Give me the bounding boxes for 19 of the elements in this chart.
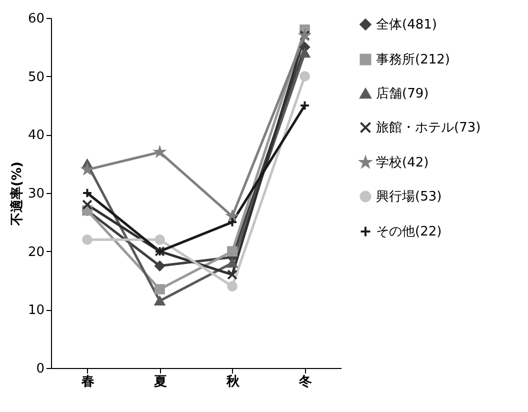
- y-tick-label: 10: [28, 303, 44, 318]
- legend-label: 興行場(53): [376, 190, 442, 204]
- x-tick-label: 夏: [152, 374, 167, 390]
- x-tick-label: 秋: [225, 374, 240, 390]
- y-tick-label: 40: [28, 128, 44, 144]
- y-axis-title: 不適率(%): [8, 162, 25, 226]
- legend-label: 店舗(79): [376, 86, 429, 102]
- y-tick-label: 50: [28, 70, 44, 85]
- x-tick-label: 冬: [298, 374, 312, 390]
- y-tick-label: 30: [28, 186, 44, 202]
- y-tick-label: 0: [36, 362, 44, 376]
- y-tick-label: 60: [28, 12, 44, 26]
- legend-label: その他(22): [376, 224, 442, 240]
- legend-label: 事務所(212): [376, 52, 450, 68]
- legend-label: 学校(42): [376, 156, 429, 170]
- legend-label: 全体(481): [376, 18, 437, 32]
- y-tick-label: 20: [28, 244, 44, 260]
- x-tick-label: 春: [80, 374, 94, 390]
- legend-label: 旅館・ホテル(73): [376, 120, 481, 136]
